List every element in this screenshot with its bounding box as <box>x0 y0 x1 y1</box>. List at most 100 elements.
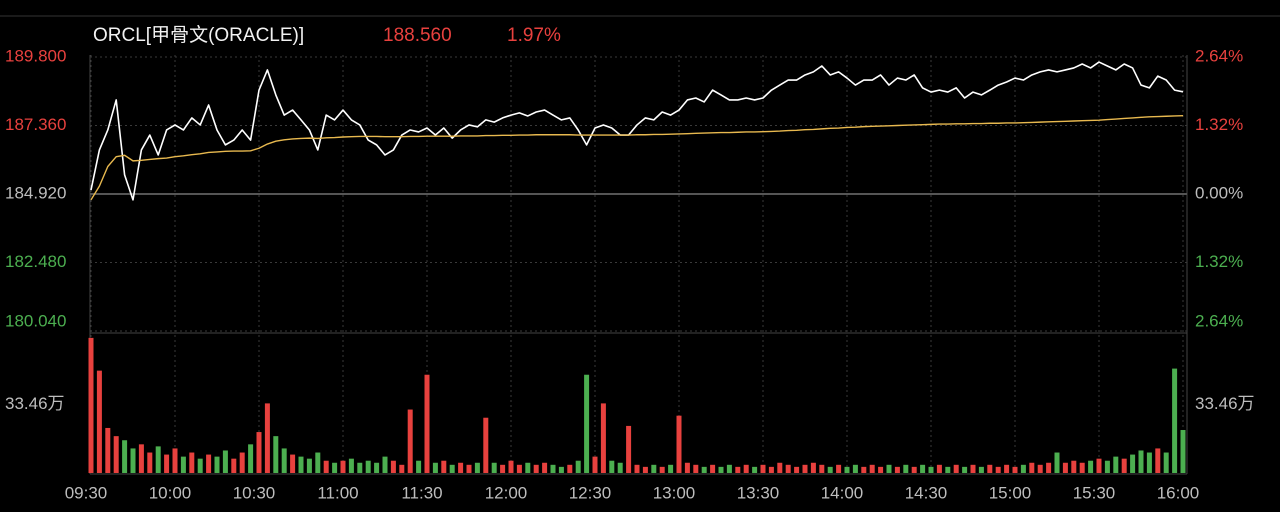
volume-bar <box>584 374 590 473</box>
volume-bar <box>155 446 161 473</box>
volume-bar <box>332 462 338 473</box>
x-tick-label: 09:30 <box>65 483 108 502</box>
x-tick-label: 14:00 <box>821 483 864 502</box>
volume-bar <box>693 464 699 473</box>
volume-bar <box>399 464 405 473</box>
volume-bar <box>432 462 438 473</box>
x-tick-label: 10:30 <box>233 483 276 502</box>
volume-bar <box>1163 452 1169 473</box>
volume-bar <box>802 464 808 473</box>
y-tick-label: 180.040 <box>5 311 66 330</box>
volume-bar <box>903 464 909 473</box>
x-tick-label: 15:00 <box>989 483 1032 502</box>
volume-bar <box>1155 448 1161 473</box>
volume-bar <box>626 425 632 473</box>
volume-bar <box>390 460 396 473</box>
volume-bar <box>810 462 816 473</box>
volume-bar <box>878 466 884 473</box>
volume-bar <box>516 464 522 473</box>
y-tick-label: 182.480 <box>5 252 66 271</box>
volume-bar <box>710 464 716 473</box>
y2-tick-label: 2.64% <box>1195 311 1243 330</box>
volume-bar <box>449 464 455 473</box>
volume-bar <box>869 464 875 473</box>
x-tick-label: 16:00 <box>1157 483 1200 502</box>
volume-bar <box>357 462 363 473</box>
volume-tick-label: 33.46万 <box>1195 394 1255 413</box>
volume-bar <box>760 464 766 473</box>
volume-bar <box>1046 462 1052 473</box>
volume-bar <box>995 466 1001 473</box>
volume-bar <box>970 464 976 473</box>
volume-bar <box>264 403 270 473</box>
volume-bar <box>197 458 203 473</box>
volume-bar <box>634 464 640 473</box>
volume-bar <box>894 466 900 473</box>
volume-bar <box>836 464 842 473</box>
volume-bar <box>768 466 774 473</box>
x-tick-label: 13:30 <box>737 483 780 502</box>
average-line <box>90 114 1184 201</box>
volume-bar <box>1020 464 1026 473</box>
x-tick-label: 11:30 <box>401 483 442 502</box>
price-line <box>90 61 1184 201</box>
volume-bar <box>920 464 926 473</box>
volume-bar <box>222 450 228 473</box>
volume-bar <box>558 466 564 473</box>
volume-bar <box>340 460 346 473</box>
volume-bar <box>281 448 287 473</box>
volume-bar <box>1088 460 1094 473</box>
volume-bar <box>1121 458 1127 473</box>
volume-bar <box>861 466 867 473</box>
volume-bar <box>827 466 833 473</box>
volume-bar <box>1180 430 1186 473</box>
volume-bar <box>617 462 623 473</box>
volume-bar <box>735 466 741 473</box>
x-tick-label: 15:30 <box>1073 483 1116 502</box>
volume-bar <box>1029 462 1035 473</box>
volume-bar <box>105 427 111 473</box>
volume-bar <box>365 460 371 473</box>
volume-bar <box>239 452 245 473</box>
volume-bar <box>659 466 665 473</box>
x-tick-label: 14:30 <box>905 483 948 502</box>
volume-bar <box>718 466 724 473</box>
volume-bar <box>651 464 657 473</box>
y2-tick-label: 0.00% <box>1195 183 1243 202</box>
volume-bar <box>441 460 447 473</box>
volume-bar <box>1079 462 1085 473</box>
volume-bar <box>676 415 682 473</box>
volume-bar <box>533 464 539 473</box>
volume-bar <box>315 452 321 473</box>
volume-bar <box>936 464 942 473</box>
volume-bar <box>130 448 136 473</box>
volume-bar <box>1071 460 1077 473</box>
volume-bar <box>1096 458 1102 473</box>
y2-tick-label: 2.64% <box>1195 46 1243 65</box>
volume-bar <box>550 464 556 473</box>
volume-bar <box>416 460 422 473</box>
volume-bar <box>122 440 128 473</box>
volume-bar <box>600 403 606 473</box>
volume-bar <box>88 337 94 473</box>
volume-bar <box>1113 456 1119 473</box>
volume-bar <box>987 464 993 473</box>
volume-bar <box>743 464 749 473</box>
y-tick-label: 187.360 <box>5 115 66 134</box>
volume-bar <box>953 464 959 473</box>
last-price: 188.560 <box>383 25 452 46</box>
volume-bar <box>214 456 220 473</box>
volume-bar <box>1054 452 1060 473</box>
volume-bar <box>752 466 758 473</box>
volume-bar <box>407 409 413 473</box>
volume-bar <box>609 460 615 473</box>
volume-bar <box>138 444 144 473</box>
volume-bar <box>1130 454 1136 473</box>
volume-bar <box>172 448 178 473</box>
volume-bar <box>256 432 262 473</box>
volume-bar <box>945 466 951 473</box>
volume-bar <box>819 464 825 473</box>
volume-bar <box>1172 368 1178 473</box>
volume-bar <box>298 456 304 473</box>
